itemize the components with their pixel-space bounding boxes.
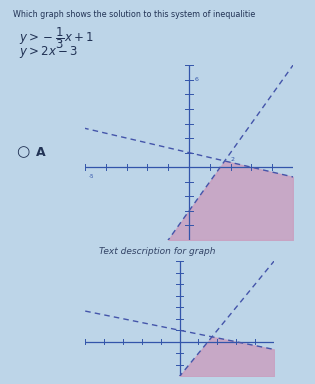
Text: Which graph shows the solution to this system of inequalitie: Which graph shows the solution to this s… — [13, 10, 255, 18]
Text: A: A — [36, 146, 46, 159]
Text: $y > -\dfrac{1}{3}x + 1$: $y > -\dfrac{1}{3}x + 1$ — [19, 25, 94, 51]
Text: $y > 2x - 3$: $y > 2x - 3$ — [19, 44, 78, 60]
Text: ○: ○ — [16, 144, 29, 159]
Text: -5: -5 — [89, 174, 94, 179]
Text: 6: 6 — [194, 77, 198, 82]
Text: Text description for graph: Text description for graph — [99, 247, 216, 255]
Text: 2: 2 — [231, 157, 235, 162]
